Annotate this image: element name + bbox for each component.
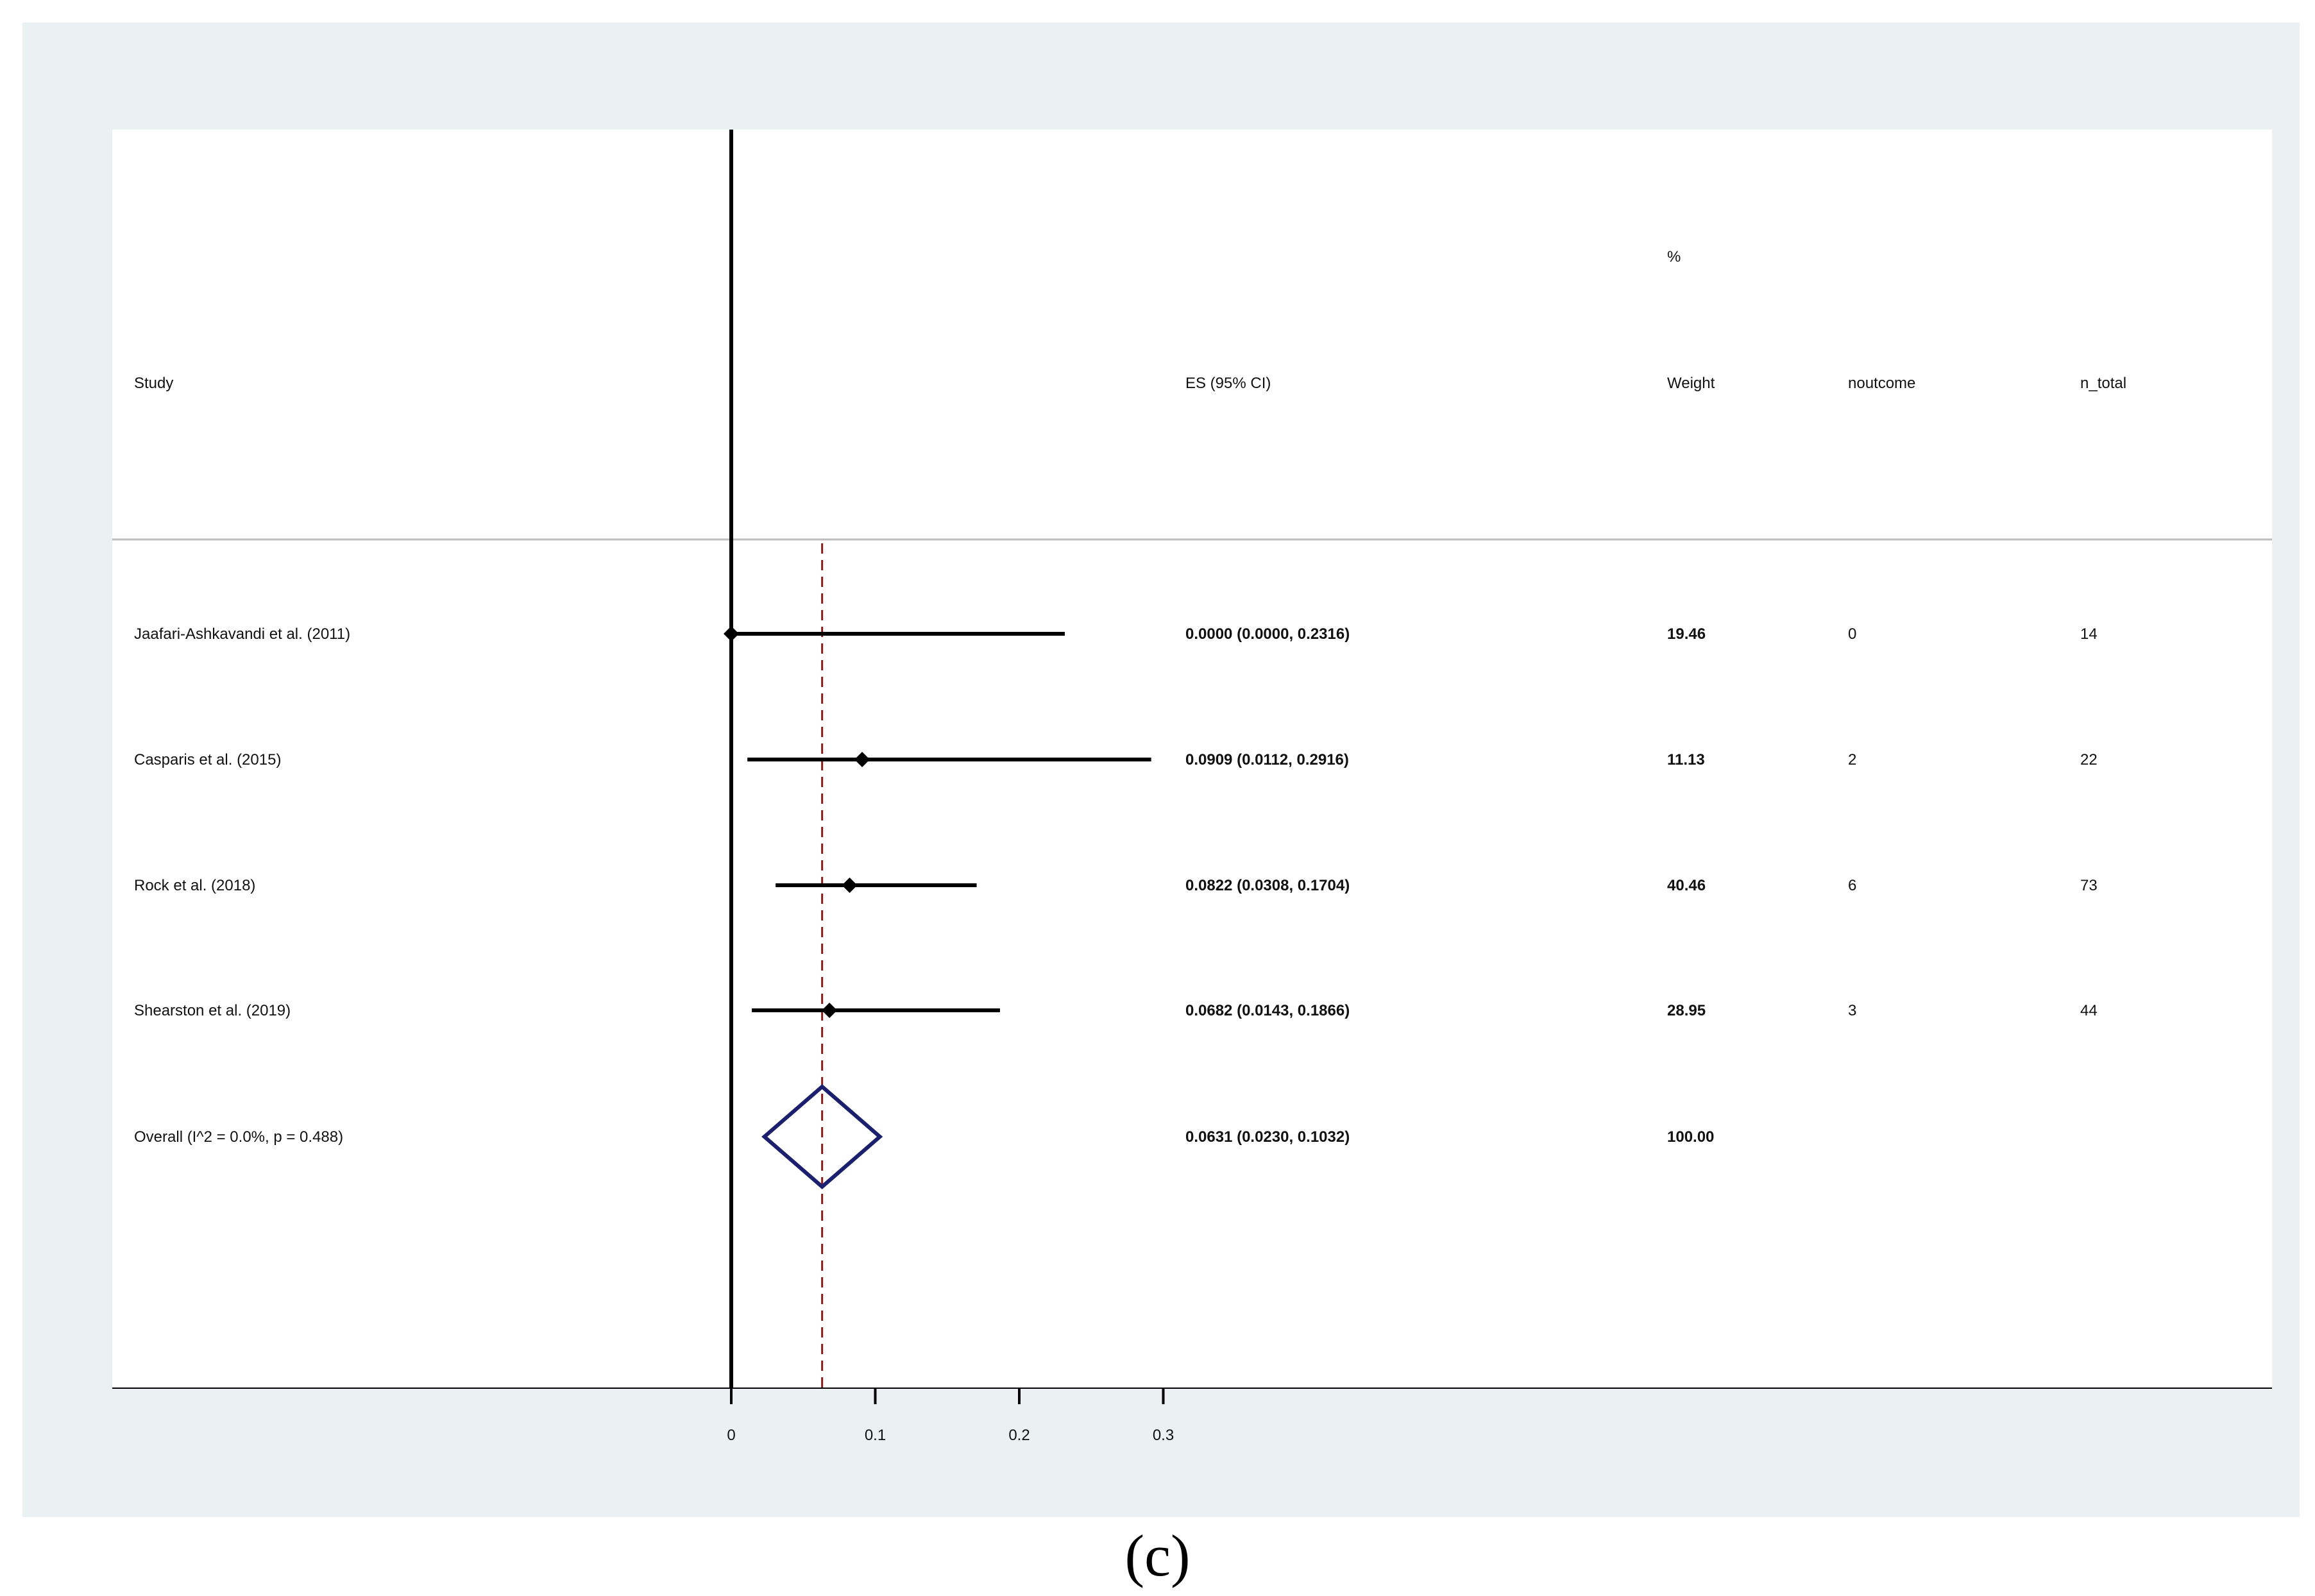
x-tick-label: 0.2 bbox=[1008, 1427, 1030, 1444]
overall-label: Overall (I^2 = 0.0%, p = 0.488) bbox=[134, 1128, 343, 1146]
weight-value: 11.13 bbox=[1667, 751, 1705, 768]
es-ci-value: 0.0909 (0.0112, 0.2916) bbox=[1185, 751, 1349, 768]
study-row: Rock et al. (2018) 0.0822 (0.0308, 0.1704… bbox=[134, 877, 2098, 894]
study-label: Casparis et al. (2015) bbox=[134, 751, 281, 768]
study-row: Shearston et al. (2019) 0.0682 (0.0143, 0… bbox=[134, 1002, 2098, 1019]
es-ci-value: 0.0822 (0.0308, 0.1704) bbox=[1185, 877, 1350, 894]
noutcome-value: 3 bbox=[1848, 1002, 1856, 1019]
noutcome-value: 2 bbox=[1848, 751, 1856, 768]
es-ci-value: 0.0000 (0.0000, 0.2316) bbox=[1185, 625, 1350, 643]
header-es: ES (95% CI) bbox=[1185, 375, 1271, 392]
forest-plot: Study ES (95% CI) % Weight noutcome n_to… bbox=[112, 130, 2272, 1389]
study-label: Rock et al. (2018) bbox=[134, 877, 255, 894]
n-total-value: 73 bbox=[2080, 877, 2098, 894]
header-noutcome: noutcome bbox=[1848, 375, 1915, 392]
n-total-value: 44 bbox=[2080, 1002, 2098, 1019]
point-estimate-marker bbox=[724, 626, 739, 641]
figure-frame: Study ES (95% CI) % Weight noutcome n_to… bbox=[22, 22, 2300, 1517]
weight-value: 40.46 bbox=[1667, 877, 1706, 894]
overall-weight-value: 100.00 bbox=[1667, 1128, 1714, 1146]
noutcome-value: 6 bbox=[1848, 877, 1856, 894]
x-tick-label: 0.1 bbox=[865, 1427, 886, 1444]
study-label: Shearston et al. (2019) bbox=[134, 1002, 291, 1019]
header-weight-percent: % bbox=[1667, 248, 1681, 266]
header-n-total: n_total bbox=[2080, 375, 2126, 392]
x-tick-label: 0 bbox=[727, 1427, 735, 1444]
point-estimate-marker bbox=[842, 878, 858, 893]
weight-value: 28.95 bbox=[1667, 1002, 1706, 1019]
x-tick-label: 0.3 bbox=[1153, 1427, 1174, 1444]
es-ci-value: 0.0682 (0.0143, 0.1866) bbox=[1185, 1002, 1350, 1019]
x-axis: 0 0.1 0.2 0.3 bbox=[727, 1389, 1174, 1444]
noutcome-value: 0 bbox=[1848, 625, 1856, 643]
n-total-value: 14 bbox=[2080, 625, 2098, 643]
study-row: Jaafari-Ashkavandi et al. (2011) 0.0000 (… bbox=[134, 625, 2098, 643]
header-weight: Weight bbox=[1667, 375, 1715, 392]
panel-label: (c) bbox=[1124, 1523, 1191, 1588]
point-estimate-marker bbox=[854, 752, 870, 767]
plot-panel: Study ES (95% CI) % Weight noutcome n_to… bbox=[112, 130, 2272, 1389]
weight-value: 19.46 bbox=[1667, 625, 1706, 643]
n-total-value: 22 bbox=[2080, 751, 2098, 768]
header-study: Study bbox=[134, 375, 173, 392]
overall-diamond bbox=[761, 1084, 883, 1189]
point-estimate-marker bbox=[822, 1003, 838, 1018]
study-row: Casparis et al. (2015) 0.0909 (0.0112, 0.… bbox=[134, 751, 2098, 768]
study-label: Jaafari-Ashkavandi et al. (2011) bbox=[134, 625, 350, 643]
overall-es-ci-value: 0.0631 (0.0230, 0.1032) bbox=[1185, 1128, 1350, 1146]
